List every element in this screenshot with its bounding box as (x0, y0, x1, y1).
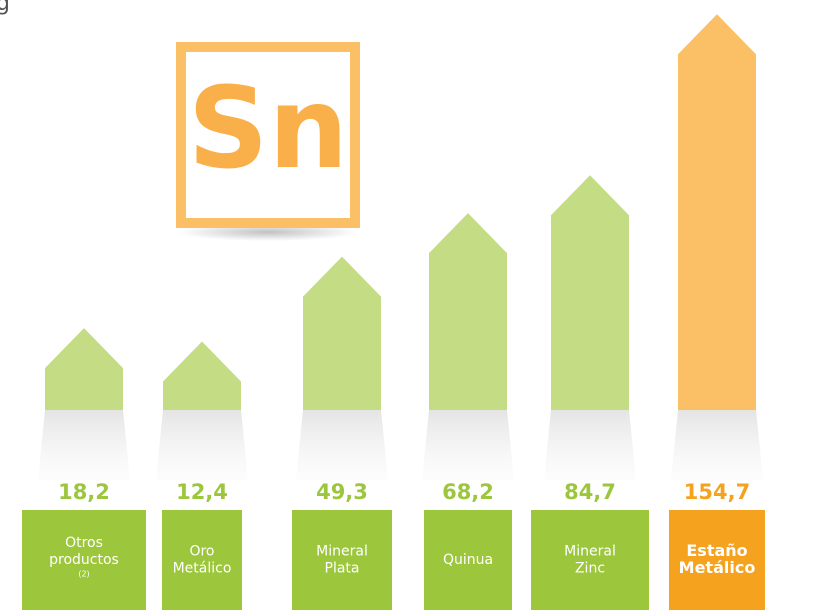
category-label: Otros (65, 535, 103, 551)
value-label: 12,4 (176, 480, 228, 504)
category-label: Mineral (316, 544, 368, 560)
category-label: Oro (189, 544, 214, 560)
category-label: (2) (78, 570, 89, 579)
value-label: 68,2 (442, 480, 494, 504)
arrow-bar (678, 14, 756, 410)
category-label: productos (49, 552, 119, 568)
category-box (424, 510, 512, 610)
header-fragment: g (0, 0, 10, 16)
arrow-bar (551, 175, 629, 410)
category-box (531, 510, 649, 610)
floor-shade (422, 410, 514, 480)
category-label: Metálico (679, 558, 756, 577)
category-box (22, 510, 146, 610)
category-label: Mineral (564, 544, 616, 560)
arrow-bar (45, 328, 123, 410)
logo-frame (176, 42, 360, 228)
arrow-bar (303, 256, 381, 410)
category-box (292, 510, 392, 610)
value-label: 84,7 (564, 480, 616, 504)
category-label: Metálico (173, 561, 232, 577)
floor-shade (296, 410, 388, 480)
category-label: Quinua (443, 552, 493, 568)
arrow-bar (429, 213, 507, 410)
category-label: Plata (325, 561, 360, 577)
logo-text: Sn (188, 64, 348, 194)
category-label: Zinc (575, 561, 605, 577)
value-label: 154,7 (684, 480, 750, 504)
value-label: 49,3 (316, 480, 368, 504)
arrow-bar (163, 341, 241, 410)
value-label: 18,2 (58, 480, 110, 504)
category-box (669, 510, 765, 610)
category-label: Estaño (686, 541, 747, 560)
floor-shade (156, 410, 248, 480)
category-box (162, 510, 242, 610)
floor-shade (671, 410, 763, 480)
floor-shade (544, 410, 636, 480)
floor-shade (38, 410, 130, 480)
